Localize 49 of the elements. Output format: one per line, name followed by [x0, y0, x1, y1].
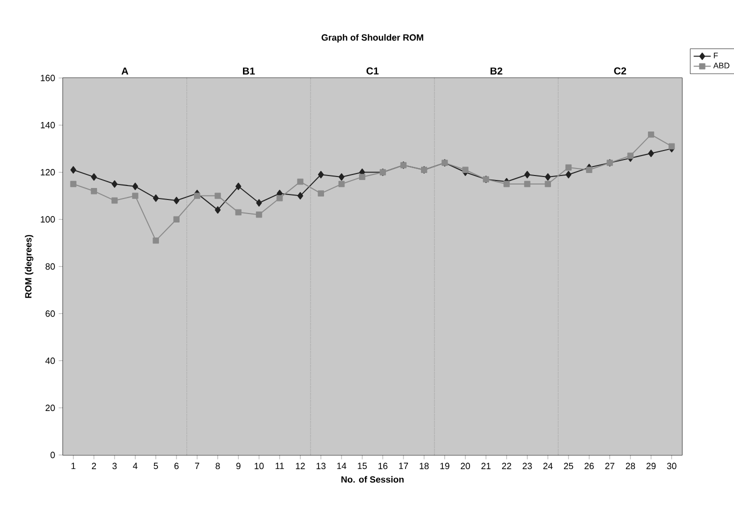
y-tick-label: 120	[40, 169, 55, 176]
x-tick-label: 12	[296, 462, 305, 470]
x-tick-label: 27	[605, 462, 614, 470]
x-tick-label: 7	[195, 462, 200, 469]
x-tick-label: 24	[543, 462, 553, 470]
band-label: C2	[614, 67, 626, 74]
x-tick-label: 22	[502, 462, 512, 470]
x-tick-label: 3	[112, 462, 117, 470]
x-tick-label: 5	[154, 462, 158, 470]
band-label: B2	[490, 67, 502, 74]
x-tick-label: 6	[174, 462, 179, 470]
x-axis-title: No. of Session	[341, 476, 404, 483]
y-tick-label: 20	[46, 404, 55, 412]
x-tick-label: 8	[216, 462, 220, 470]
band-label: C1	[366, 67, 379, 74]
y-tick-label: 160	[40, 74, 55, 82]
chart-title: Graph of Shoulder ROM	[322, 34, 424, 42]
y-tick-label: 40	[45, 358, 55, 364]
x-tick-label: 21	[481, 462, 491, 470]
x-tick-label: 2	[92, 462, 96, 470]
x-tick-label: 13	[316, 462, 326, 470]
x-tick-label: 10	[254, 462, 264, 470]
x-tick-label: 11	[276, 462, 284, 469]
x-tick-label: 16	[378, 462, 388, 470]
x-tick-label: 18	[420, 462, 429, 470]
y-axis-title: ROM (degrees)	[24, 234, 34, 298]
x-tick-label: 29	[646, 462, 656, 470]
x-tick-label: 19	[440, 462, 450, 470]
legend-label: ABD	[713, 62, 730, 68]
x-tick-label: 23	[522, 462, 532, 470]
band-label: A	[122, 68, 128, 74]
y-tick-label: 100	[40, 216, 55, 223]
x-tick-label: 1	[72, 462, 76, 469]
x-tick-label: 14	[337, 462, 346, 469]
x-tick-label: 15	[358, 462, 367, 470]
y-tick-label: 140	[40, 122, 55, 128]
x-tick-label: 9	[236, 462, 240, 470]
x-tick-label: 4	[132, 462, 138, 469]
y-tick-label: 80	[46, 263, 55, 270]
x-tick-label: 26	[584, 462, 594, 470]
band-label: B1	[242, 68, 255, 74]
x-tick-label: 17	[399, 462, 408, 469]
y-tick-label: 60	[46, 310, 55, 317]
x-tick-label: 30	[667, 462, 676, 470]
y-tick-label: 0	[50, 452, 55, 458]
x-tick-label: 25	[564, 462, 574, 470]
x-tick-label: 20	[460, 462, 470, 470]
x-tick-label: 28	[626, 462, 636, 470]
legend-label: F	[714, 52, 718, 58]
